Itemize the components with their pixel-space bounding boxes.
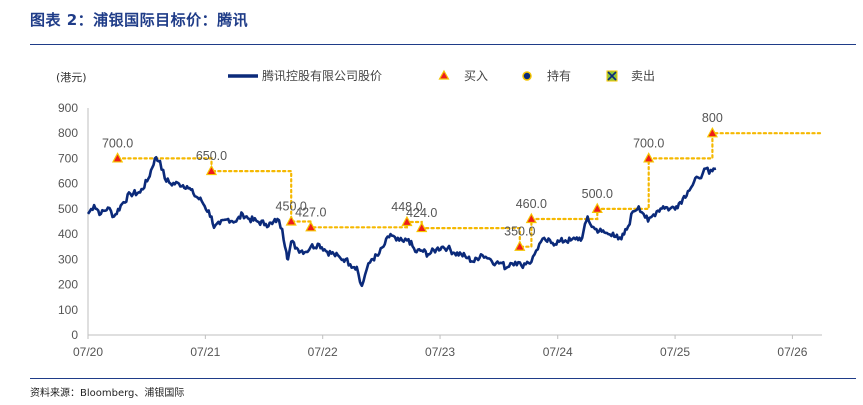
y-unit-label: (港元)	[56, 71, 87, 84]
y-tick-label: 700	[58, 151, 78, 165]
legend-buy-marker	[438, 69, 450, 80]
buy-marker	[706, 126, 718, 138]
price-target-chart: (港元) 腾讯控股有限公司股价 买入 持有 卖出 0 100 200 300 400 50…	[56, 68, 824, 359]
buy-marker	[401, 215, 413, 227]
y-tick-label: 0	[71, 328, 78, 342]
price-series-line	[86, 156, 717, 288]
target-step-path	[116, 132, 824, 248]
target-label: 350.0	[504, 225, 535, 239]
target-label: 448.0	[391, 200, 422, 214]
rating-markers	[111, 126, 718, 251]
footer-rule	[30, 378, 856, 379]
buy-marker	[643, 152, 655, 163]
legend-buy-label: 买入	[464, 69, 488, 83]
buy-marker	[416, 221, 428, 233]
x-tick-label: 07/22	[308, 345, 338, 359]
y-tick-label: 200	[58, 278, 78, 292]
legend-hold-label: 持有	[547, 68, 571, 83]
target-label: 650.0	[196, 149, 227, 163]
target-label: 700.0	[102, 136, 133, 150]
target-label: 460.0	[516, 197, 547, 211]
y-tick-label: 800	[58, 126, 78, 140]
x-tick-label: 07/25	[660, 345, 690, 359]
y-tick-label: 500	[58, 202, 78, 216]
buy-marker	[525, 212, 537, 224]
x-tick-label: 07/20	[73, 345, 103, 359]
x-tick-label: 07/24	[543, 345, 573, 359]
target-label: 450.0	[276, 200, 307, 214]
target-label: 424.0	[406, 206, 437, 220]
target-label: 500.0	[582, 187, 613, 201]
x-tick-label: 07/26	[777, 345, 807, 359]
legend-hold-marker	[522, 71, 532, 81]
y-tick-label: 600	[58, 177, 78, 191]
target-price-line	[116, 132, 824, 248]
buy-marker	[591, 202, 603, 213]
buy-marker	[285, 215, 297, 226]
figure-title: 图表 2：浦银国际目标价：腾讯	[30, 11, 249, 29]
legend-sell-label: 卖出	[631, 69, 655, 83]
x-tick-label: 07/21	[190, 345, 220, 359]
axes: 0 100 200 300 400 500 600 700 800 900 07/20 07/21 07…	[58, 101, 822, 359]
target-label: 700.0	[633, 136, 664, 150]
y-tick-label: 300	[58, 252, 78, 266]
target-label: 800	[702, 111, 723, 125]
x-tick-label: 07/23	[425, 345, 455, 359]
y-tick-label: 100	[58, 303, 78, 317]
buy-marker	[205, 164, 218, 176]
buy-marker	[111, 152, 124, 163]
buy-marker	[514, 240, 526, 251]
buy-marker	[305, 221, 317, 232]
y-tick-label: 400	[58, 227, 78, 241]
legend-price-label: 腾讯控股有限公司股价	[262, 68, 382, 83]
target-label: 427.0	[295, 205, 326, 219]
header-rule	[30, 44, 856, 45]
source-note: 资料来源：Bloomberg、浦银国际	[30, 388, 185, 399]
legend: 腾讯控股有限公司股价 买入 持有 卖出	[228, 68, 655, 83]
y-tick-label: 900	[58, 101, 78, 115]
